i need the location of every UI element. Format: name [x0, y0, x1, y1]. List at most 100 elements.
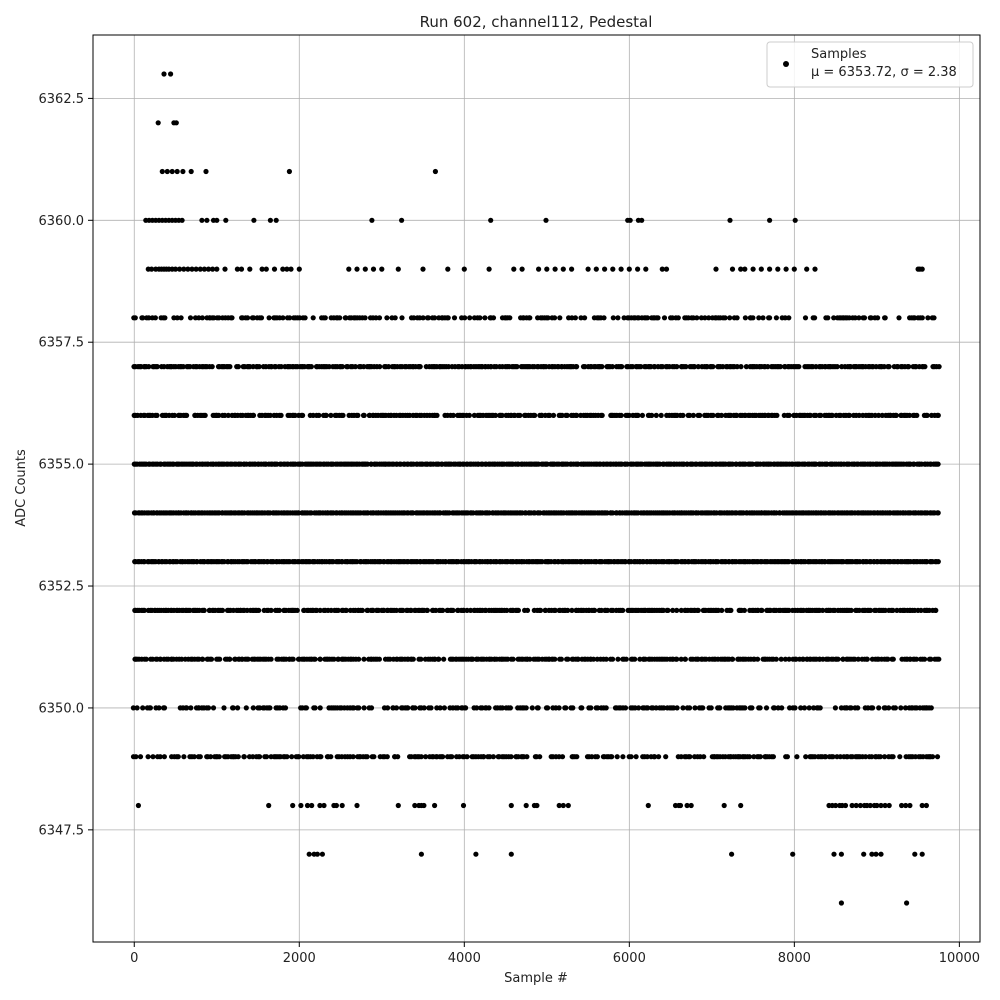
- data-point: [557, 315, 563, 321]
- data-point: [786, 412, 792, 418]
- data-point: [874, 802, 880, 809]
- data-point: [440, 607, 446, 614]
- data-point: [350, 754, 356, 760]
- data-point: [760, 315, 766, 321]
- data-point: [377, 364, 383, 370]
- data-point: [829, 412, 835, 418]
- data-point: [179, 656, 185, 662]
- data-point: [146, 364, 152, 370]
- data-point: [621, 315, 627, 321]
- data-point: [189, 266, 195, 272]
- data-point: [507, 315, 513, 321]
- data-point: [741, 607, 748, 614]
- data-point: [674, 607, 680, 614]
- data-point: [876, 412, 882, 418]
- data-point: [256, 364, 262, 370]
- data-point: [784, 754, 791, 760]
- data-point: [742, 266, 748, 272]
- data-point: [529, 705, 535, 711]
- data-point: [690, 412, 697, 418]
- data-point: [155, 120, 161, 126]
- data-point: [527, 656, 533, 662]
- data-point: [181, 754, 187, 760]
- data-point: [919, 802, 925, 809]
- data-point: [314, 851, 320, 857]
- data-point: [340, 412, 346, 418]
- data-point: [296, 754, 302, 760]
- data-point: [692, 705, 698, 711]
- data-point: [767, 217, 773, 223]
- data-point: [706, 315, 712, 321]
- data-point: [856, 315, 862, 321]
- data-point: [222, 266, 228, 272]
- data-point: [174, 315, 180, 321]
- data-point: [604, 607, 611, 614]
- y-axis-label: ADC Counts: [14, 449, 29, 527]
- data-point: [286, 168, 292, 175]
- data-point: [627, 217, 633, 223]
- data-point: [626, 412, 632, 418]
- data-point: [595, 705, 601, 711]
- data-point: [364, 461, 371, 467]
- data-point: [267, 705, 273, 711]
- data-point: [904, 900, 910, 906]
- data-point: [250, 705, 256, 711]
- data-point: [499, 705, 505, 711]
- data-point: [243, 705, 249, 711]
- data-point: [152, 315, 158, 321]
- data-point: [893, 412, 899, 418]
- data-point: [674, 656, 680, 662]
- data-point: [266, 315, 272, 321]
- data-point: [812, 315, 818, 321]
- data-point: [205, 266, 212, 272]
- data-point: [738, 802, 744, 809]
- data-point: [831, 851, 837, 857]
- data-point: [352, 364, 358, 370]
- data-point: [250, 315, 256, 321]
- data-point: [318, 754, 324, 760]
- data-point: [574, 364, 580, 370]
- data-point: [247, 266, 253, 272]
- data-point: [719, 607, 725, 614]
- data-point: [842, 802, 849, 809]
- data-point: [708, 705, 714, 711]
- data-point: [208, 656, 215, 662]
- data-point: [791, 266, 797, 272]
- data-point: [132, 315, 138, 321]
- data-point: [432, 315, 438, 321]
- data-point: [838, 851, 845, 857]
- data-point: [411, 315, 417, 321]
- data-point: [161, 71, 167, 77]
- data-point: [441, 656, 447, 662]
- data-point: [296, 266, 302, 272]
- data-point: [197, 266, 203, 272]
- data-point: [428, 705, 434, 711]
- data-point: [169, 168, 175, 175]
- data-point: [278, 412, 284, 418]
- data-point: [655, 315, 661, 321]
- data-point: [534, 802, 540, 809]
- data-point: [510, 656, 516, 662]
- data-point: [678, 656, 684, 662]
- data-point: [750, 315, 756, 321]
- data-point: [361, 412, 367, 418]
- data-point: [632, 656, 638, 662]
- data-point: [463, 705, 469, 711]
- data-point: [130, 705, 136, 711]
- data-point: [718, 412, 725, 418]
- data-point: [304, 802, 311, 809]
- data-point: [674, 364, 680, 370]
- data-point: [659, 364, 666, 370]
- data-point: [395, 802, 401, 809]
- legend: Samples μ = 6353.72, σ = 2.38: [766, 41, 974, 88]
- data-point: [656, 754, 662, 760]
- data-point: [804, 266, 810, 272]
- data-point: [535, 705, 541, 711]
- data-point: [282, 705, 289, 711]
- data-point: [420, 266, 426, 272]
- data-point: [767, 266, 773, 272]
- data-point: [361, 656, 367, 662]
- data-point: [343, 315, 349, 321]
- data-point: [864, 656, 870, 662]
